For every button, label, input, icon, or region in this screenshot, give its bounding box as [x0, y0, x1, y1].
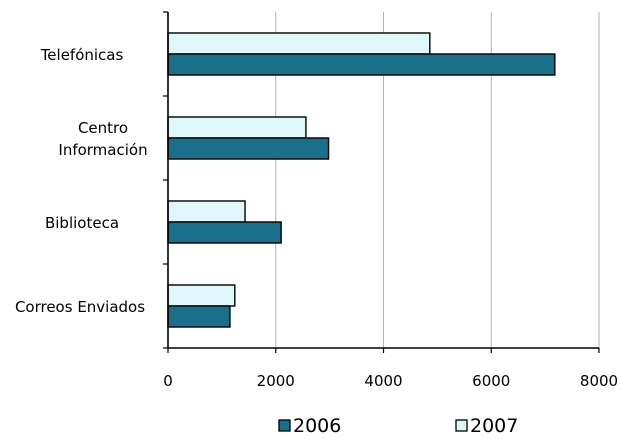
x-tick-label: 0: [163, 372, 173, 390]
legend-label-2007: 2007: [470, 415, 518, 437]
axes: [163, 11, 600, 353]
legend-swatch-2006: [278, 419, 291, 432]
category-label: Biblioteca: [45, 214, 119, 232]
category-label-line: Correos Enviados: [15, 298, 145, 316]
category-labels: Telefónicas Centro Información Biblioteca Co…: [15, 46, 148, 316]
category-label: Centro Información: [58, 119, 147, 159]
bar-2006-1: [167, 137, 330, 160]
legend-label-2006: 2006: [293, 415, 341, 437]
x-tick-label: 6000: [472, 372, 510, 390]
bar-2007-3: [167, 284, 236, 307]
category-label-line: Centro: [78, 119, 128, 137]
category-label: Correos Enviados: [15, 298, 145, 316]
x-tick-label: 2000: [257, 372, 295, 390]
category-label: Telefónicas: [40, 46, 124, 64]
bar-2006-3: [167, 305, 231, 328]
category-label-line: Biblioteca: [45, 214, 119, 232]
x-tick-label: 8000: [580, 372, 618, 390]
category-label-line: Telefónicas: [40, 46, 124, 64]
category-label-line: Información: [58, 141, 147, 159]
bar-2007-0: [167, 32, 431, 55]
x-tick-labels: 0 2000 4000 6000 8000: [163, 372, 618, 390]
bar-2006-2: [167, 221, 282, 244]
legend-swatch-2007: [455, 419, 468, 432]
bar-2007-1: [167, 116, 307, 139]
bar-2007-2: [167, 200, 246, 223]
legend: 2006 2007: [278, 415, 518, 437]
bars: [167, 32, 556, 328]
x-tick-label: 4000: [364, 372, 402, 390]
bar-2006-0: [167, 53, 556, 76]
